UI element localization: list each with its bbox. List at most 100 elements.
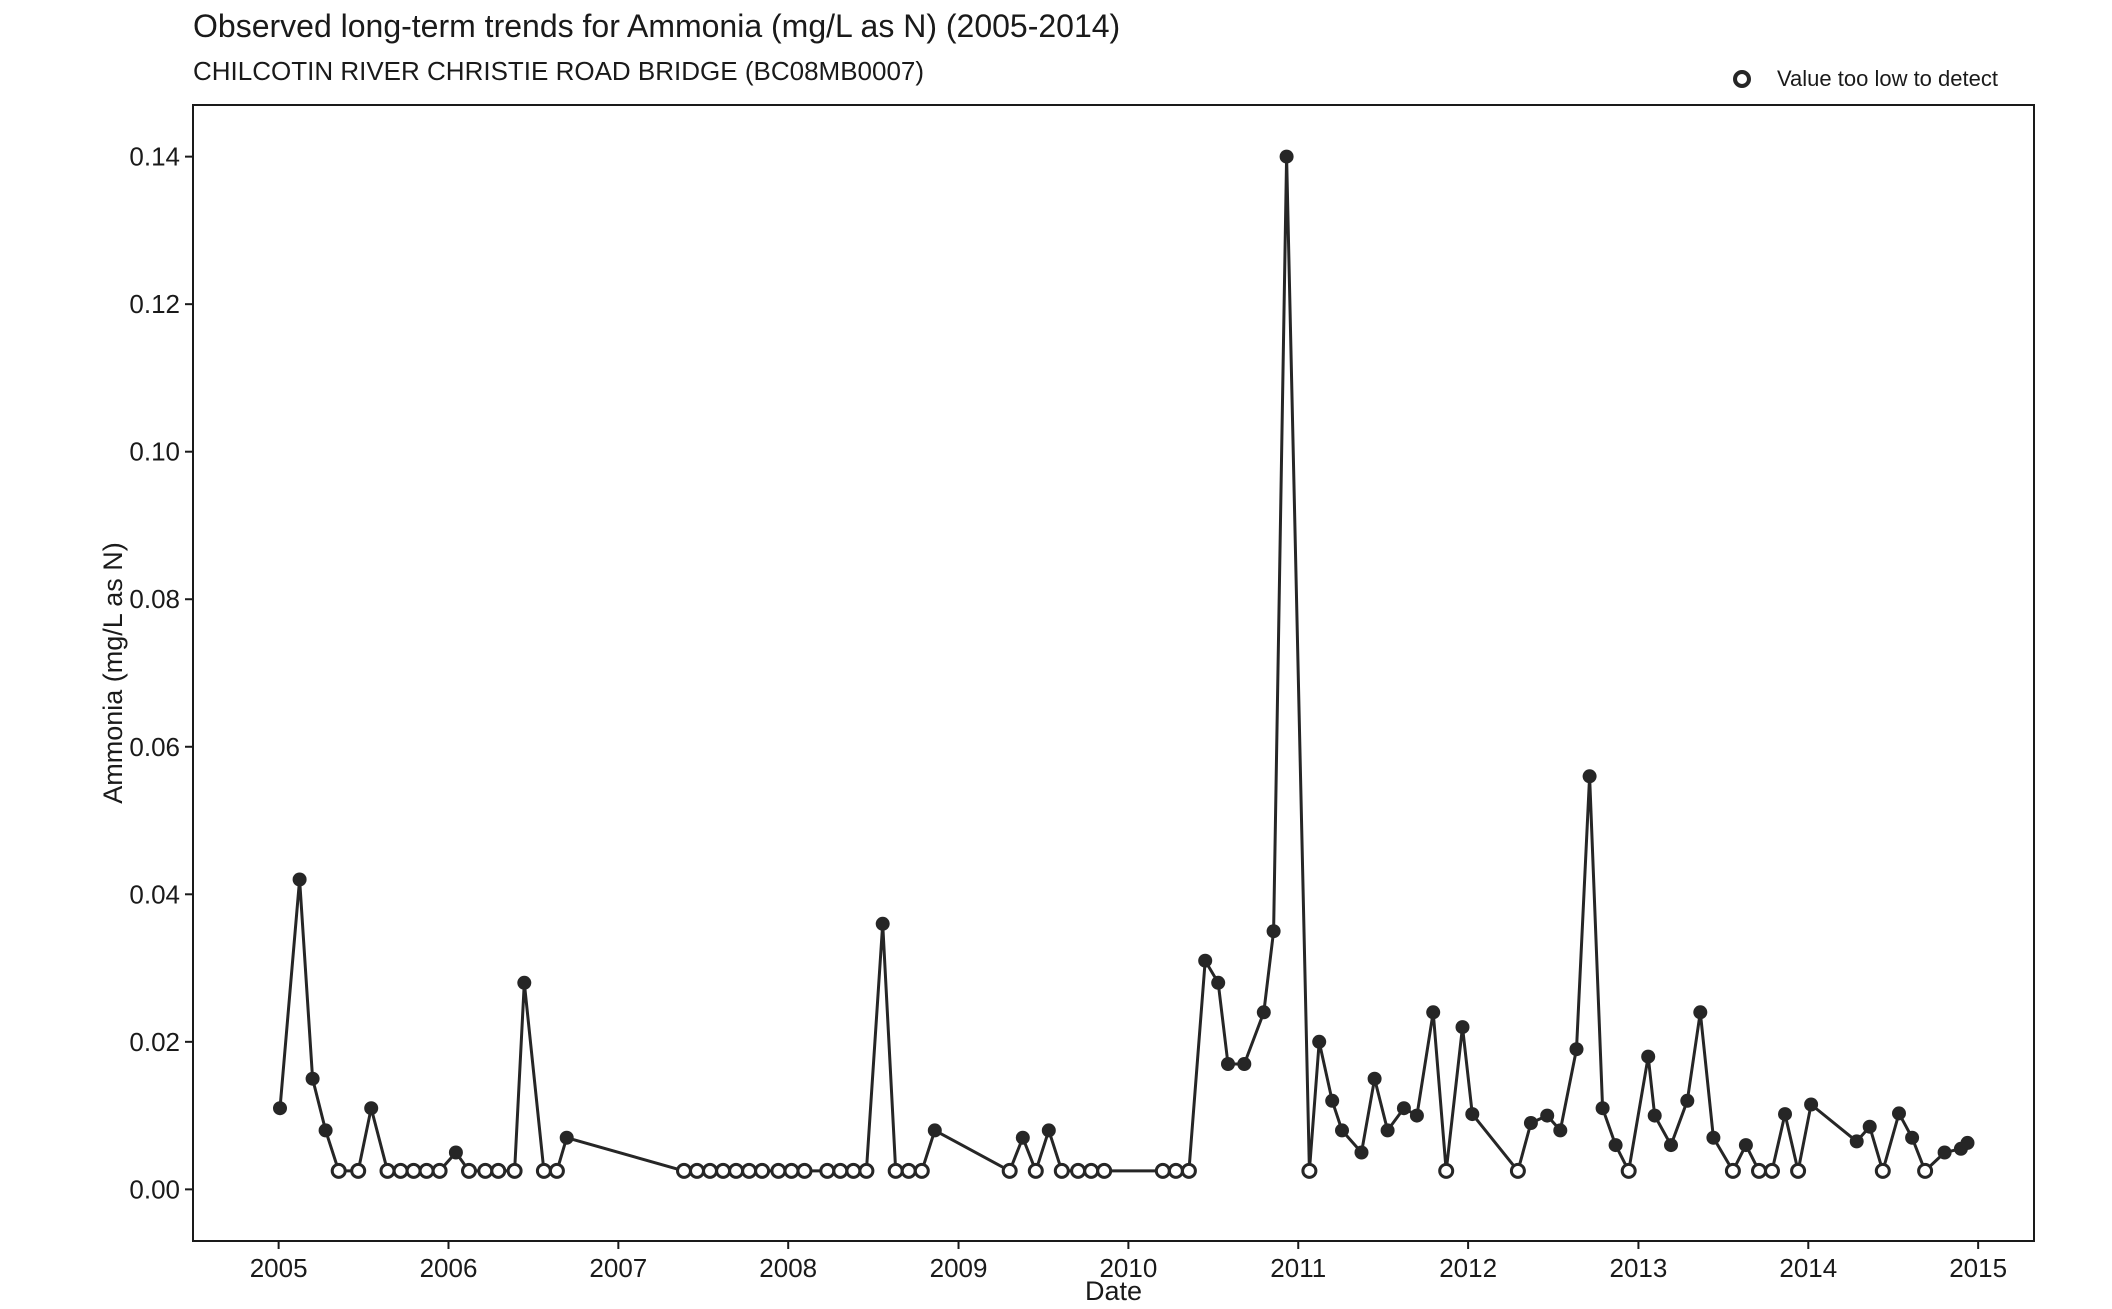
y-axis: 0.00 0.02 0.04 0.06 0.08 0.10 0.12 0.14 — [129, 142, 193, 1204]
data-point — [1849, 1134, 1864, 1149]
data-point-below-detection — [1027, 1162, 1044, 1179]
data-point-below-detection — [741, 1162, 758, 1179]
data-point — [559, 1130, 574, 1145]
chart-subtitle: CHILCOTIN RIVER CHRISTIE ROAD BRIDGE (BC… — [193, 56, 925, 86]
data-point-below-detection — [858, 1162, 875, 1179]
data-point-below-detection — [1180, 1162, 1197, 1179]
data-point — [1540, 1108, 1555, 1123]
data-point-below-detection — [1301, 1162, 1318, 1179]
data-point-below-detection — [1438, 1162, 1455, 1179]
data-point — [517, 975, 532, 990]
y-axis-title: Ammonia (mg/L as N) — [98, 542, 128, 804]
data-point-below-detection — [1620, 1162, 1637, 1179]
data-point-below-detection — [728, 1162, 745, 1179]
data-point-below-detection — [506, 1162, 523, 1179]
data-point — [1905, 1130, 1920, 1145]
data-point — [1266, 924, 1281, 939]
data-point-below-detection — [1790, 1162, 1807, 1179]
data-point-below-detection — [913, 1162, 930, 1179]
plot-panel — [192, 104, 2035, 1242]
x-tick-label: 2013 — [1610, 1253, 1668, 1283]
data-point — [1804, 1097, 1819, 1112]
data-point-below-detection — [379, 1162, 396, 1179]
data-point — [1015, 1130, 1030, 1145]
data-point — [273, 1101, 287, 1116]
data-point — [318, 1123, 333, 1138]
data-point-below-detection — [1167, 1162, 1184, 1179]
x-tick-label: 2006 — [420, 1253, 478, 1283]
data-point-below-detection — [1917, 1162, 1934, 1179]
data-point — [1664, 1138, 1678, 1153]
data-point — [1396, 1101, 1411, 1116]
data-point — [1455, 1020, 1470, 1035]
data-point — [1892, 1106, 1906, 1121]
data-point-below-detection — [770, 1162, 787, 1179]
legend-open-circle-icon — [1733, 70, 1751, 88]
data-point-below-detection — [832, 1162, 849, 1179]
data-point — [1937, 1145, 1952, 1160]
data-point — [927, 1123, 942, 1138]
data-point — [1237, 1057, 1252, 1071]
data-point-below-detection — [845, 1162, 862, 1179]
data-point-below-detection — [1764, 1162, 1780, 1179]
data-point — [1738, 1138, 1753, 1153]
data-point-below-detection — [702, 1162, 718, 1179]
data-point-below-detection — [900, 1162, 917, 1179]
chart-title: Observed long-term trends for Ammonia (m… — [193, 8, 1121, 44]
data-point-below-detection — [477, 1162, 494, 1179]
data-point — [1325, 1093, 1340, 1108]
data-point — [1553, 1123, 1568, 1138]
x-tick-label: 2011 — [1270, 1253, 1326, 1283]
x-tick-label: 2014 — [1779, 1253, 1837, 1283]
data-point — [1312, 1034, 1327, 1049]
data-point — [448, 1145, 463, 1160]
data-point-below-detection — [689, 1162, 705, 1179]
x-tick-label: 2007 — [589, 1253, 647, 1283]
data-point-below-detection — [1096, 1162, 1113, 1179]
series-line — [278, 155, 1969, 1173]
data-point — [364, 1101, 379, 1116]
data-point — [1693, 1005, 1708, 1020]
data-point — [305, 1071, 320, 1086]
data-point-below-detection — [887, 1162, 904, 1179]
data-point-below-detection — [548, 1162, 565, 1179]
data-point — [1960, 1135, 1975, 1150]
data-point — [1523, 1116, 1538, 1130]
y-tick-label: 0.14 — [129, 142, 180, 172]
x-tick-label: 2015 — [1949, 1253, 2007, 1283]
data-point — [875, 916, 890, 931]
legend-label: Value too low to detect — [1777, 66, 1998, 91]
data-point-below-detection — [535, 1162, 552, 1179]
data-point — [1595, 1101, 1610, 1116]
data-point-below-detection — [1001, 1162, 1018, 1179]
y-tick-label: 0.10 — [129, 437, 180, 467]
data-point — [1465, 1107, 1480, 1122]
data-point-below-detection — [330, 1162, 347, 1179]
data-point-below-detection — [1724, 1162, 1741, 1179]
data-point-below-detection — [783, 1162, 800, 1179]
data-point-below-detection — [431, 1162, 448, 1179]
data-point — [1279, 149, 1294, 164]
data-point — [1198, 953, 1213, 968]
data-point-below-detection — [1751, 1162, 1767, 1179]
data-point — [1041, 1123, 1056, 1138]
x-tick-label: 2008 — [759, 1253, 817, 1283]
data-point-below-detection — [1509, 1162, 1526, 1179]
x-tick-label: 2005 — [250, 1253, 308, 1283]
data-point — [1367, 1071, 1382, 1086]
data-point-below-detection — [754, 1162, 771, 1179]
data-point-below-detection — [676, 1162, 692, 1179]
data-point-below-detection — [715, 1162, 732, 1179]
y-tick-label: 0.12 — [129, 289, 180, 319]
data-point-below-detection — [405, 1162, 422, 1179]
x-axis-title: Date — [1085, 1276, 1142, 1306]
data-point-below-detection — [392, 1162, 409, 1179]
y-tick-label: 0.00 — [129, 1174, 180, 1204]
x-axis: 2005 2006 2007 2008 2009 2010 2011 2012 2013 2014… — [250, 1241, 2007, 1283]
data-point — [1680, 1093, 1695, 1108]
data-point-below-detection — [1083, 1162, 1100, 1179]
x-tick-label: 2010 — [1099, 1253, 1157, 1283]
data-point — [1354, 1145, 1369, 1160]
data-point — [292, 872, 307, 887]
